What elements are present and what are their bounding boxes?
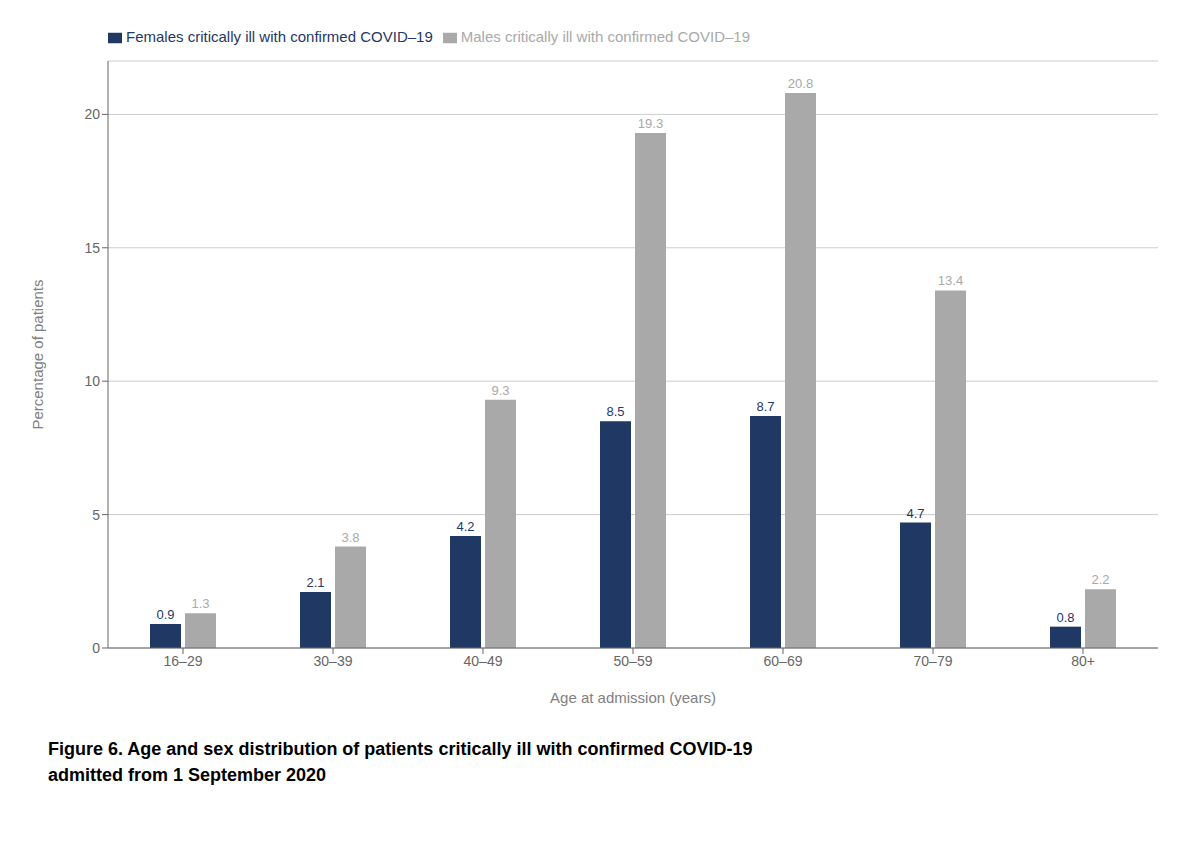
svg-text:80+: 80+ <box>1071 653 1095 669</box>
svg-text:50–59: 50–59 <box>614 653 653 669</box>
svg-text:Age at admission (years): Age at admission (years) <box>550 689 716 706</box>
html-text:admitted from 1 September 2020: admitted from 1 September 2020 <box>48 765 327 785</box>
svg-text:0.9: 0.9 <box>156 607 174 622</box>
svg-text:4.2: 4.2 <box>456 519 474 534</box>
svg-text:1.3: 1.3 <box>191 596 209 611</box>
svg-text:13.4: 13.4 <box>938 273 963 288</box>
svg-text:0.8: 0.8 <box>1056 610 1074 625</box>
svg-text:40–49: 40–49 <box>464 653 503 669</box>
svg-text:0: 0 <box>92 640 100 656</box>
svg-text:8.7: 8.7 <box>756 399 774 414</box>
svg-text:70–79: 70–79 <box>914 653 953 669</box>
svg-text:19.3: 19.3 <box>638 116 663 131</box>
svg-text:10: 10 <box>84 373 100 389</box>
svg-text:60–69: 60–69 <box>764 653 803 669</box>
svg-text:2.2: 2.2 <box>1091 572 1109 587</box>
html-text:Males critically ill with conf: Males critically ill with confirmed COVI… <box>460 28 750 45</box>
svg-text:4.7: 4.7 <box>906 506 924 521</box>
svg-text:2.1: 2.1 <box>306 575 324 590</box>
svg-text:Percentage of patients: Percentage of patients <box>29 279 46 429</box>
svg-text:8.5: 8.5 <box>606 404 624 419</box>
html-text:Females critically ill with co: Females critically ill with confirmed CO… <box>126 28 433 45</box>
svg-text:20: 20 <box>84 106 100 122</box>
svg-text:9.3: 9.3 <box>491 383 509 398</box>
svg-text:20.8: 20.8 <box>788 76 813 91</box>
svg-text:16–29: 16–29 <box>164 653 203 669</box>
svg-text:5: 5 <box>92 507 100 523</box>
html-text:Figure 6. Age and sex distribu: Figure 6. Age and sex distribution of pa… <box>48 739 753 759</box>
svg-text:15: 15 <box>84 240 100 256</box>
svg-text:3.8: 3.8 <box>341 530 359 545</box>
svg-text:30–39: 30–39 <box>314 653 353 669</box>
